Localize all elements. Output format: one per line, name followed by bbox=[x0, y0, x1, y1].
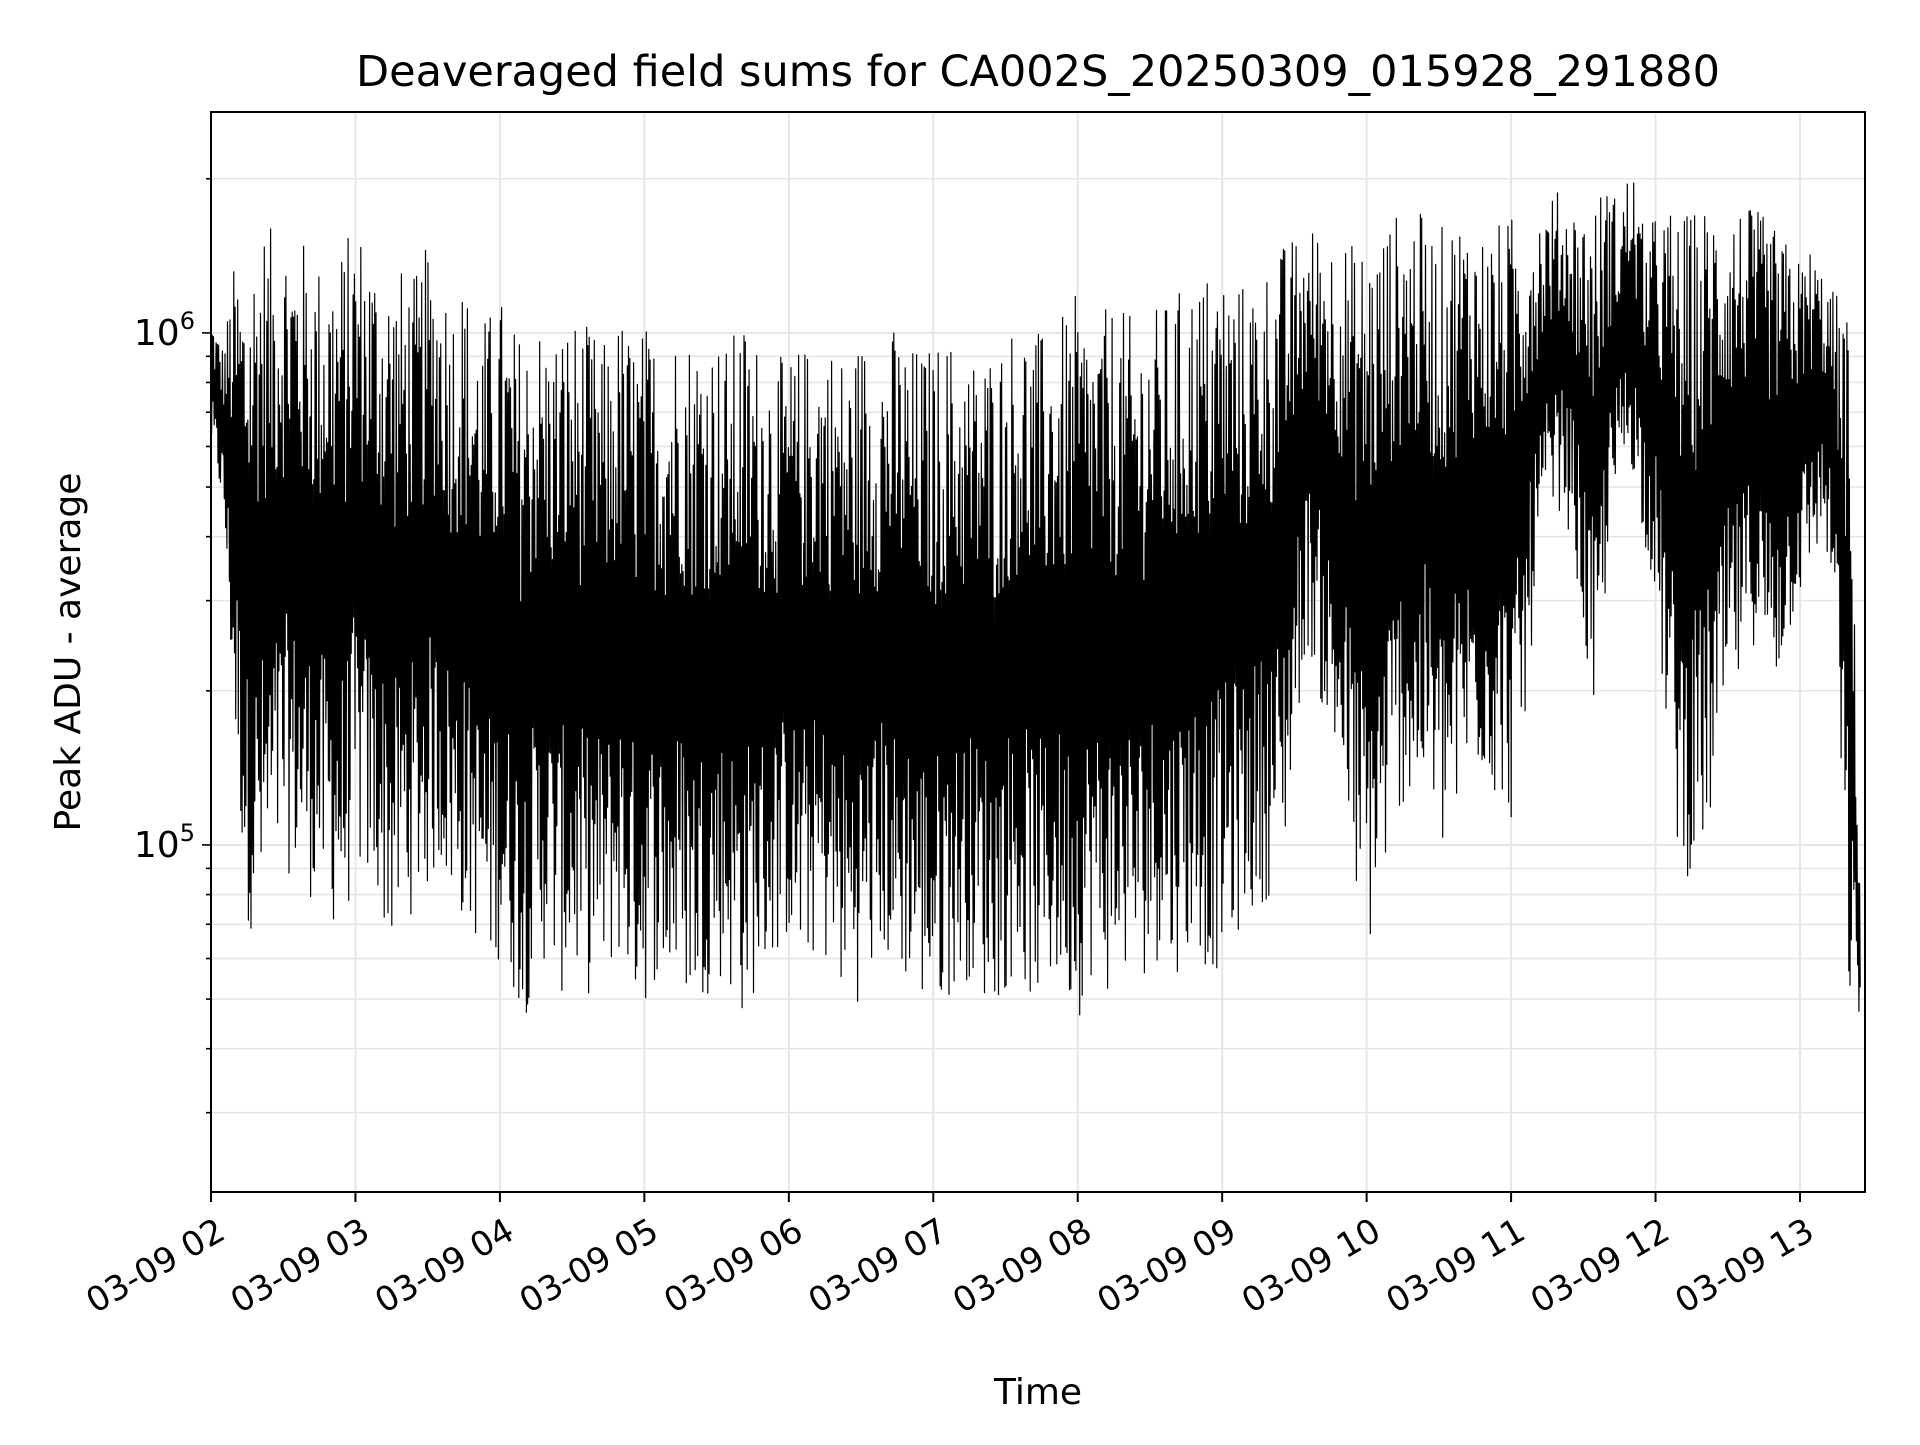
x-axis-label: Time bbox=[993, 1372, 1082, 1413]
data-series bbox=[210, 182, 1861, 1016]
plot-frame bbox=[210, 111, 1866, 1193]
chart-title: Deaveraged field sums for CA002S_2025030… bbox=[356, 47, 1720, 97]
y-tick-label: 105 bbox=[134, 819, 195, 866]
y-axis-ticks: 105 106 bbox=[134, 177, 211, 1114]
y-axis-label: Peak ADU - average bbox=[48, 473, 89, 832]
series-line bbox=[210, 182, 1861, 1016]
y-tick-label: 106 bbox=[134, 307, 195, 354]
